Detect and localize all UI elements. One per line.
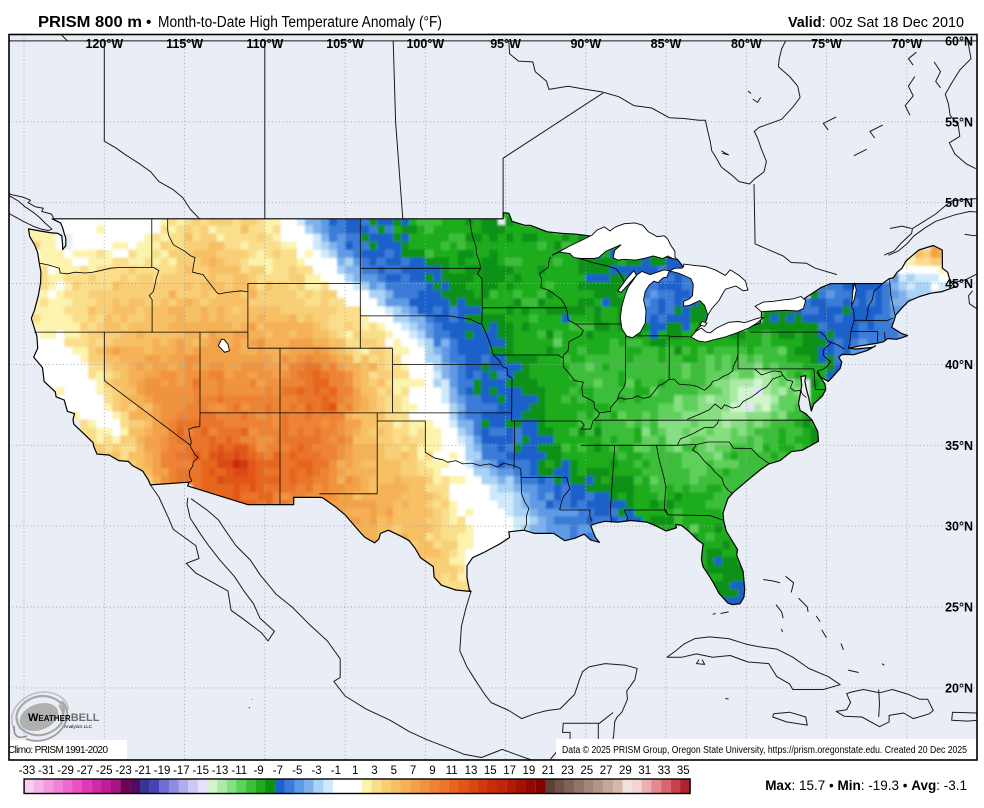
svg-text:15: 15 (484, 765, 497, 777)
svg-text:40°N: 40°N (945, 358, 973, 372)
svg-text:-25: -25 (96, 765, 113, 777)
svg-text:120°W: 120°W (85, 37, 123, 51)
svg-text:11: 11 (446, 765, 458, 777)
svg-text:-15: -15 (192, 765, 209, 777)
svg-text:9: 9 (429, 765, 435, 777)
svg-text:21: 21 (542, 765, 555, 777)
svg-text:25°N: 25°N (945, 601, 973, 615)
svg-text:45°N: 45°N (945, 277, 973, 291)
svg-text:55°N: 55°N (945, 115, 973, 129)
svg-text:3: 3 (371, 765, 377, 777)
svg-text:35: 35 (677, 765, 690, 777)
svg-text:Climo: PRISM 1991-2020: Climo: PRISM 1991-2020 (8, 745, 108, 756)
svg-text:Data © 2025 PRISM Group, Orego: Data © 2025 PRISM Group, Oregon State Un… (562, 745, 967, 756)
svg-text:13: 13 (465, 765, 478, 777)
svg-text:Analytics LLC: Analytics LLC (64, 724, 93, 729)
svg-text:85°W: 85°W (651, 37, 682, 51)
svg-text:Month-to-Date High Temperature: Month-to-Date High Temperature Anomaly (… (158, 14, 442, 31)
svg-text:25: 25 (580, 765, 593, 777)
svg-text:-21: -21 (134, 765, 151, 777)
svg-text:Valid: 00z Sat 18 Dec 2010: Valid: 00z Sat 18 Dec 2010 (788, 14, 964, 31)
svg-text:31: 31 (638, 765, 651, 777)
svg-text:115°W: 115°W (166, 37, 203, 51)
svg-text:-17: -17 (173, 765, 190, 777)
svg-text:PRISM 800 m: PRISM 800 m (38, 14, 142, 31)
svg-text:110°W: 110°W (246, 37, 283, 51)
svg-text:•: • (146, 14, 151, 31)
svg-text:27: 27 (600, 765, 613, 777)
svg-text:20°N: 20°N (945, 681, 973, 695)
svg-text:-3: -3 (311, 765, 321, 777)
svg-text:-7: -7 (273, 765, 283, 777)
svg-text:17: 17 (503, 765, 516, 777)
svg-text:WEATHERBELL: WEATHERBELL (28, 712, 100, 724)
svg-text:80°W: 80°W (731, 37, 762, 51)
svg-text:-11: -11 (231, 765, 247, 777)
svg-text:60°N: 60°N (945, 34, 973, 48)
svg-text:-5: -5 (292, 765, 302, 777)
svg-text:-23: -23 (115, 765, 132, 777)
svg-text:5: 5 (391, 765, 397, 777)
svg-text:95°W: 95°W (490, 37, 521, 51)
svg-text:-27: -27 (77, 765, 94, 777)
svg-text:-19: -19 (154, 765, 171, 777)
svg-text:35°N: 35°N (945, 439, 973, 453)
svg-text:70°W: 70°W (891, 37, 922, 51)
svg-text:-31: -31 (38, 765, 55, 777)
svg-text:Max: 15.7 • Min: -19.3 • Avg:: Max: 15.7 • Min: -19.3 • Avg: -3.1 (765, 778, 967, 793)
svg-text:30°N: 30°N (945, 520, 973, 534)
svg-text:-1: -1 (331, 765, 341, 777)
svg-text:29: 29 (619, 765, 632, 777)
svg-text:-13: -13 (212, 765, 229, 777)
svg-text:75°W: 75°W (811, 37, 842, 51)
svg-text:33: 33 (658, 765, 671, 777)
svg-text:-33: -33 (19, 765, 36, 777)
svg-text:90°W: 90°W (570, 37, 601, 51)
svg-text:-29: -29 (57, 765, 74, 777)
svg-text:1: 1 (352, 765, 358, 777)
svg-text:105°W: 105°W (326, 37, 364, 51)
svg-text:7: 7 (410, 765, 416, 777)
svg-text:19: 19 (523, 765, 536, 777)
svg-text:-9: -9 (253, 765, 263, 777)
svg-text:50°N: 50°N (945, 196, 973, 210)
svg-text:100°W: 100°W (406, 37, 444, 51)
svg-text:23: 23 (561, 765, 574, 777)
